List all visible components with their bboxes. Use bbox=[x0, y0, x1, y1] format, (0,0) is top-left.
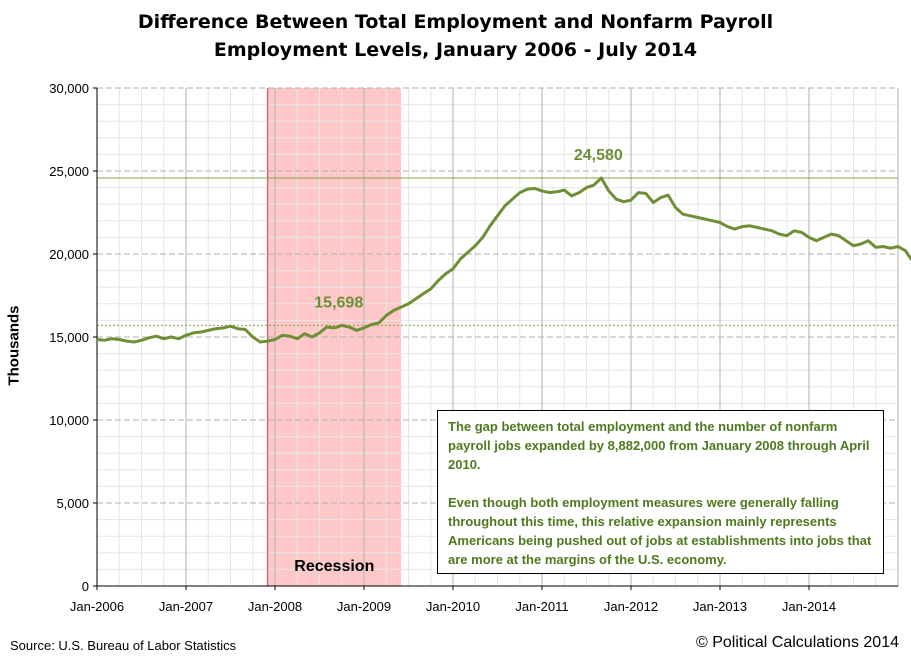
data-label-1: 15,698 bbox=[314, 294, 363, 311]
x-tick-label: Jan-2007 bbox=[159, 599, 213, 614]
series-line-1 bbox=[96, 176, 911, 344]
chart-title-line-1: Difference Between Total Employment and … bbox=[137, 11, 774, 33]
x-tick-label: Jan-2009 bbox=[337, 599, 391, 614]
y-tick-label: 20,000 bbox=[49, 247, 89, 262]
y-axis-label: Thousands bbox=[5, 305, 23, 386]
x-tick-label: Jan-2013 bbox=[693, 599, 747, 614]
recession-label: Recession bbox=[294, 558, 374, 575]
y-tick-label: 30,000 bbox=[49, 81, 89, 96]
x-tick-label: Jan-2010 bbox=[426, 599, 480, 614]
y-tick-label: 15,000 bbox=[49, 330, 89, 345]
x-tick-label: Jan-2014 bbox=[782, 599, 836, 614]
y-tick-label: 10,000 bbox=[49, 413, 89, 428]
y-tick-label: 0 bbox=[82, 579, 89, 594]
x-tick-label: Jan-2006 bbox=[70, 599, 124, 614]
chart-title-line-2: Employment Levels, January 2006 - July 2… bbox=[213, 39, 698, 61]
data-label-2: 24,580 bbox=[574, 147, 623, 164]
y-tick-label: 25,000 bbox=[49, 164, 89, 179]
annotation-box: The gap between total employment and the… bbox=[437, 410, 884, 574]
annotation-paragraph-1: The gap between total employment and the… bbox=[448, 419, 870, 472]
source-text: Source: U.S. Bureau of Labor Statistics bbox=[10, 638, 237, 653]
copyright-text: © Political Calculations 2014 bbox=[695, 634, 899, 651]
annotation-paragraph-2: Even though both employment measures wer… bbox=[448, 495, 872, 567]
x-tick-label: Jan-2008 bbox=[248, 599, 302, 614]
x-tick-label: Jan-2011 bbox=[515, 599, 568, 614]
chart-title: Difference Between Total Employment and … bbox=[0, 8, 911, 64]
x-tick-label: Jan-2012 bbox=[604, 599, 658, 614]
y-tick-label: 5,000 bbox=[56, 496, 89, 511]
